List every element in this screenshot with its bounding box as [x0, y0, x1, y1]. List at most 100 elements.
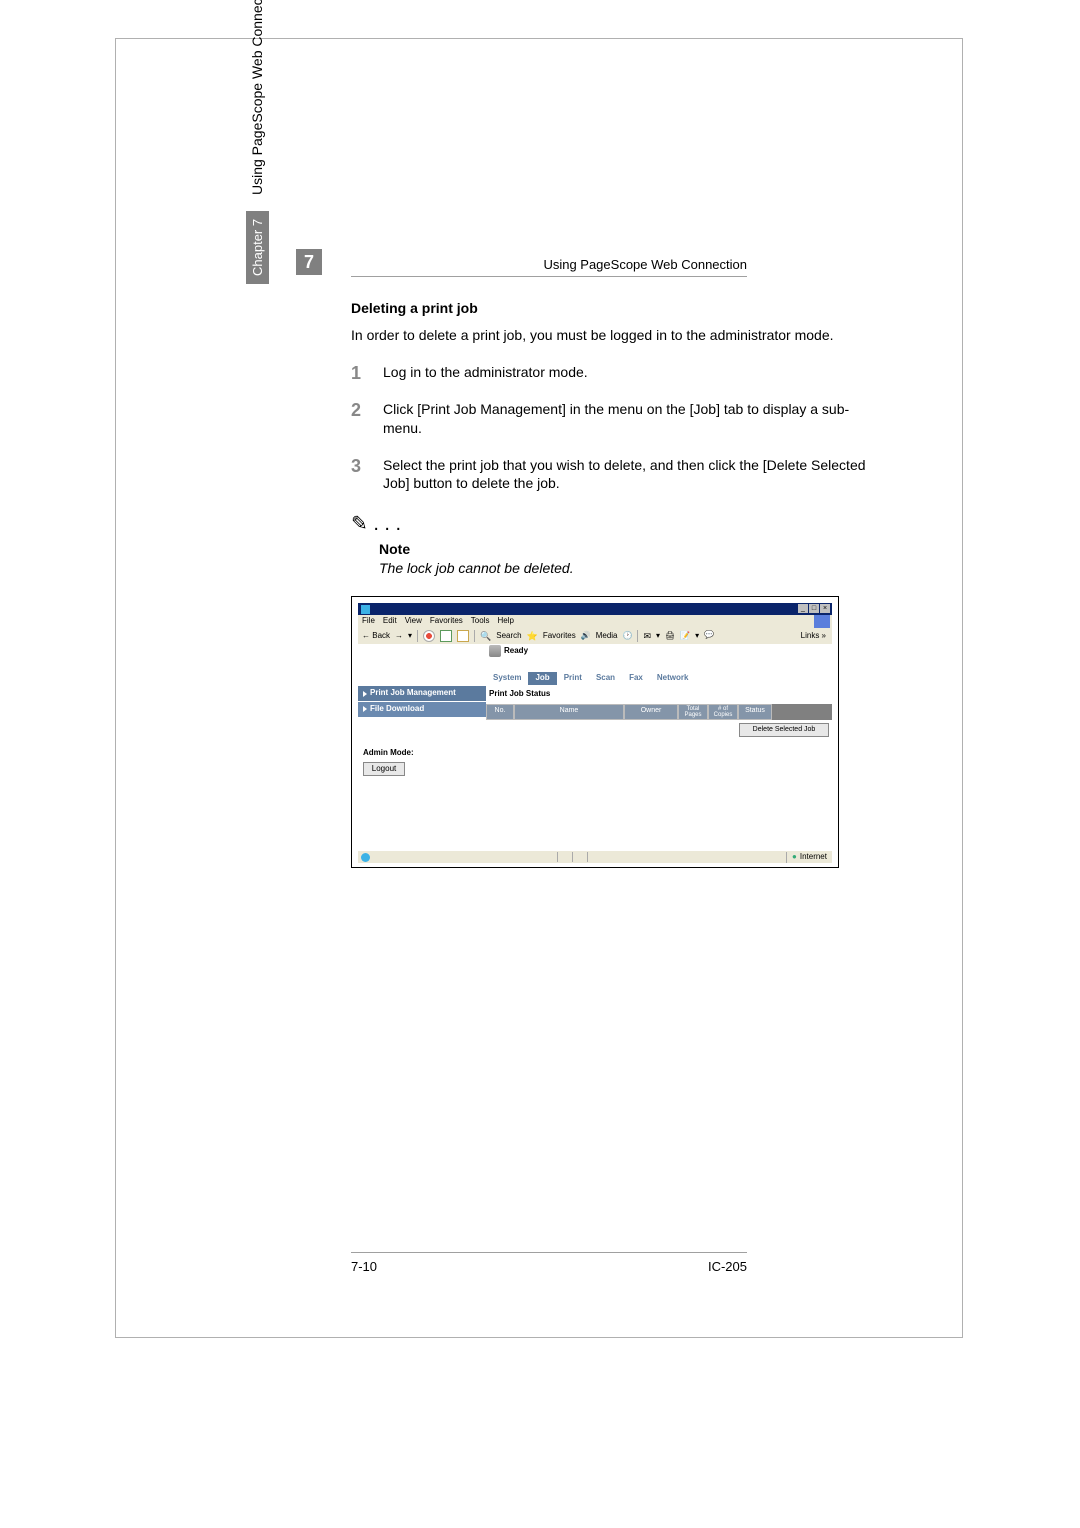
favorites-icon[interactable] [527, 630, 538, 643]
sidebar-item-print-job-mgmt[interactable]: Print Job Management [358, 686, 486, 702]
media-label[interactable]: Media [596, 631, 618, 642]
step-2: 2 Click [Print Job Management] in the me… [351, 400, 871, 438]
page-container: 7 Chapter 7 Using PageScope Web Connecti… [115, 38, 963, 1338]
dropdown-icon[interactable]: ▾ [695, 631, 699, 642]
chapter-badge: Chapter 7 [246, 211, 269, 284]
separator [417, 630, 418, 642]
menu-file[interactable]: File [362, 616, 375, 627]
mail-icon[interactable] [643, 630, 651, 643]
print-icon[interactable] [665, 631, 675, 642]
ie-icon [361, 605, 370, 614]
tab-system[interactable]: System [486, 672, 528, 685]
note-label: Note [379, 540, 871, 559]
step-text: Log in to the administrator mode. [383, 363, 871, 382]
col-total-pages: Total Pages [678, 704, 708, 720]
col-owner: Owner [624, 704, 678, 720]
close-icon[interactable]: × [820, 604, 830, 613]
panel-subtitle: Print Job Status [486, 685, 832, 704]
internet-label: Internet [800, 852, 827, 863]
note-icon: ✎ . . . [351, 511, 871, 538]
col-no: No. [486, 704, 514, 720]
admin-mode-label: Admin Mode: [358, 748, 486, 759]
chapter-number-box: 7 [296, 249, 322, 275]
refresh-icon[interactable] [440, 630, 452, 642]
vertical-chapter-label: Chapter 7 Using PageScope Web Connection [246, 0, 269, 284]
delete-selected-job-button[interactable]: Delete Selected Job [739, 723, 829, 737]
note-text: The lock job cannot be deleted. [379, 559, 871, 578]
back-button[interactable]: ← Back [362, 631, 390, 642]
step-3: 3 Select the print job that you wish to … [351, 456, 871, 494]
sidebar-item-label: File Download [370, 704, 424, 715]
search-icon[interactable] [480, 630, 491, 643]
links-label[interactable]: Links » [801, 631, 826, 642]
chapter-section-title: Using PageScope Web Connection [249, 0, 265, 195]
internet-icon: ● [792, 852, 797, 863]
menu-favorites[interactable]: Favorites [430, 616, 463, 627]
toolbar: ← Back → ▾ Search Favorites Media ▾ ▾ 💬 … [358, 628, 832, 645]
menu-view[interactable]: View [405, 616, 422, 627]
window-buttons: _ □ × [798, 604, 830, 613]
step-number: 3 [351, 456, 383, 494]
step-text: Click [Print Job Management] in the menu… [383, 400, 871, 438]
logo-area [358, 644, 486, 686]
chevron-right-icon [363, 706, 367, 712]
chevron-right-icon [363, 691, 367, 697]
step-number: 1 [351, 363, 383, 382]
stop-icon[interactable] [423, 630, 435, 642]
col-name: Name [514, 704, 624, 720]
maximize-icon[interactable]: □ [809, 604, 819, 613]
internet-zone: ● Internet [786, 852, 832, 863]
window-titlebar: _ □ × [358, 603, 832, 615]
done-icon [361, 853, 370, 862]
menu-bar: File Edit View Favorites Tools Help [358, 615, 832, 628]
tab-scan[interactable]: Scan [589, 672, 622, 685]
intro-paragraph: In order to delete a print job, you must… [351, 326, 871, 345]
statusbar-spacers [557, 852, 602, 862]
col-copies: # of Copies [708, 704, 738, 720]
sidebar: Print Job Management File Download Admin… [358, 644, 486, 851]
ie-brand-icon [814, 615, 830, 628]
status-text: Ready [504, 646, 528, 657]
forward-button[interactable]: → [395, 631, 403, 642]
footer-rule [351, 1252, 747, 1253]
running-header: Using PageScope Web Connection [543, 257, 747, 272]
minimize-icon[interactable]: _ [798, 604, 808, 613]
sidebar-item-label: Print Job Management [370, 688, 456, 699]
edit-icon[interactable] [680, 631, 690, 642]
section-heading: Deleting a print job [351, 299, 871, 318]
tab-job[interactable]: Job [528, 672, 556, 685]
menu-edit[interactable]: Edit [383, 616, 397, 627]
sidebar-item-file-download[interactable]: File Download [358, 702, 486, 718]
step-number: 2 [351, 400, 383, 438]
header-rule [351, 276, 747, 277]
step-1: 1 Log in to the administrator mode. [351, 363, 871, 382]
printer-status: Ready [486, 644, 832, 658]
tab-bar: System Job Print Scan Fax Network [486, 672, 832, 685]
discuss-icon[interactable]: 💬 [704, 630, 716, 642]
page-number: 7-10 [351, 1259, 377, 1274]
tab-network[interactable]: Network [650, 672, 696, 685]
menu-tools[interactable]: Tools [471, 616, 490, 627]
favorites-label[interactable]: Favorites [543, 631, 576, 642]
dropdown-icon[interactable]: ▾ [408, 631, 412, 642]
col-status: Status [738, 704, 772, 720]
separator [474, 630, 475, 642]
statusbar: ● Internet [358, 851, 832, 863]
dropdown-icon[interactable]: ▾ [656, 631, 660, 642]
printer-icon [489, 645, 501, 657]
tab-print[interactable]: Print [557, 672, 589, 685]
home-icon[interactable] [457, 630, 469, 642]
history-icon[interactable] [623, 631, 633, 642]
step-text: Select the print job that you wish to de… [383, 456, 871, 494]
search-label[interactable]: Search [496, 631, 521, 642]
pagescope-body: Print Job Management File Download Admin… [358, 644, 832, 851]
separator [637, 630, 638, 642]
tab-fax[interactable]: Fax [622, 672, 650, 685]
main-panel: Ready System Job Print Scan Fax Network … [486, 644, 832, 851]
logout-button[interactable]: Logout [363, 762, 405, 776]
menu-help[interactable]: Help [497, 616, 513, 627]
job-table-header: No. Name Owner Total Pages # of Copies S… [486, 704, 832, 720]
model-label: IC-205 [708, 1259, 747, 1274]
media-icon[interactable] [581, 631, 591, 642]
screenshot-frame: _ □ × File Edit View Favorites Tools Hel… [351, 596, 839, 868]
